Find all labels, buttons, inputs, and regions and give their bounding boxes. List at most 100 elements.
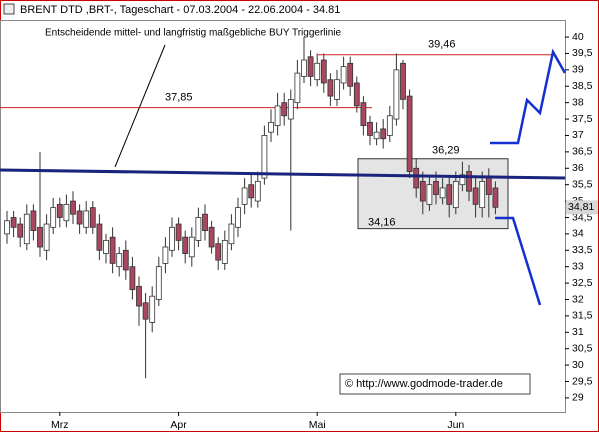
candle-body xyxy=(433,180,439,195)
candle-body xyxy=(340,66,347,84)
candle-body xyxy=(386,115,393,136)
candle-body xyxy=(142,302,149,320)
icon xyxy=(3,3,15,15)
candle-body xyxy=(188,236,195,258)
y-tick-label: 31 xyxy=(572,326,584,338)
candle-body xyxy=(215,243,222,261)
candle-body xyxy=(426,184,433,205)
y-tick-label: 38,5 xyxy=(572,80,593,92)
candle-body xyxy=(195,217,202,241)
candle-body xyxy=(162,246,169,264)
candle-body xyxy=(327,79,334,97)
candle-body xyxy=(419,180,426,202)
candle-body xyxy=(261,135,268,179)
candle-body xyxy=(274,105,281,127)
candle-body xyxy=(4,220,10,235)
plot-layer: 36,29 34,16 37,85 39,46 xyxy=(0,37,555,379)
candle-body xyxy=(169,226,175,251)
level-label: 39,46 xyxy=(428,39,456,51)
candle-body xyxy=(235,207,241,228)
candle-body xyxy=(320,59,327,84)
candle-body xyxy=(37,226,43,248)
y-tick-label: 36,5 xyxy=(572,146,593,158)
candle-body xyxy=(56,203,63,218)
candle-body xyxy=(129,266,136,291)
candle-body xyxy=(17,223,24,238)
candle-body xyxy=(241,187,248,205)
watermark: © http://www.godmode-trader.de xyxy=(345,378,503,390)
candle-body xyxy=(353,82,360,107)
candle-body xyxy=(254,180,261,202)
y-tick-label: 39,5 xyxy=(572,47,593,59)
candle-body xyxy=(50,207,57,228)
y-tick-label: 30,5 xyxy=(572,342,593,354)
y-tick-label: 36 xyxy=(572,162,584,174)
y-tick-label: 29,5 xyxy=(572,375,593,387)
projection-up xyxy=(490,48,567,145)
candle-body xyxy=(281,102,288,117)
candle-body xyxy=(479,180,486,209)
y-tick-label: 37,5 xyxy=(572,113,593,125)
x-tick-label: Apr xyxy=(170,419,187,431)
candle-body xyxy=(155,266,162,300)
candle-body xyxy=(76,210,83,225)
candle-body xyxy=(466,171,472,192)
projection-down xyxy=(495,216,542,306)
candle-body xyxy=(485,177,492,195)
candle-body xyxy=(96,223,103,251)
chart-title: BRENT DTD ,BRT-, Tageschart - 07.03.2004… xyxy=(20,4,340,16)
candle-body xyxy=(294,72,301,104)
candle-body xyxy=(43,223,50,251)
candle-body xyxy=(334,79,340,100)
annotation-pointer xyxy=(114,44,166,168)
x-tick-label: Jun xyxy=(447,419,464,431)
candle-body xyxy=(393,69,400,120)
y-tick-label: 40 xyxy=(572,31,584,43)
candle-body xyxy=(221,240,228,264)
candle-body xyxy=(406,95,413,172)
y-tick-label: 35,5 xyxy=(572,178,593,190)
y-tick-label: 34 xyxy=(572,228,584,240)
candle-body xyxy=(109,236,116,264)
y-tick-label: 31,5 xyxy=(572,310,593,322)
candle-body xyxy=(360,102,367,127)
watermark-box xyxy=(339,373,531,395)
candle-body xyxy=(30,210,37,231)
candle-body xyxy=(10,217,17,228)
y-tick-label: 38 xyxy=(572,96,584,108)
y-tick-label: 32 xyxy=(572,293,584,305)
candle-body xyxy=(83,210,90,228)
candle-body xyxy=(116,253,123,268)
level-label: 37,85 xyxy=(165,91,193,103)
candle-body xyxy=(287,98,294,120)
x-tick-label: Mai xyxy=(309,419,326,431)
candle-body xyxy=(23,213,30,245)
candle-body xyxy=(208,226,215,248)
candle-body xyxy=(446,184,453,205)
y-tick-label: 32,5 xyxy=(572,277,593,289)
candle-body xyxy=(89,207,96,228)
y-tick-label: 33 xyxy=(572,260,584,272)
candle-body xyxy=(149,295,156,323)
candle-body xyxy=(452,180,459,209)
candle-body xyxy=(248,184,255,199)
candle-body xyxy=(63,203,70,222)
candle-body xyxy=(314,62,321,81)
y-tick-label: 30 xyxy=(572,359,584,371)
candle-body xyxy=(228,223,235,245)
candle-body xyxy=(413,167,420,189)
candle-body xyxy=(268,121,274,133)
candle-body xyxy=(492,187,499,208)
candle-body xyxy=(439,187,446,199)
candle-body xyxy=(182,236,189,254)
trigger-line xyxy=(0,168,566,180)
last-value-label: 34,81 xyxy=(568,201,594,213)
candle-body xyxy=(70,200,76,215)
x-tick-label: Mrz xyxy=(51,419,69,431)
candle-body xyxy=(202,213,208,231)
candle-body xyxy=(136,285,142,307)
candle-body xyxy=(400,62,406,100)
candle-body xyxy=(301,59,307,77)
box-top-label: 36,29 xyxy=(432,145,460,157)
